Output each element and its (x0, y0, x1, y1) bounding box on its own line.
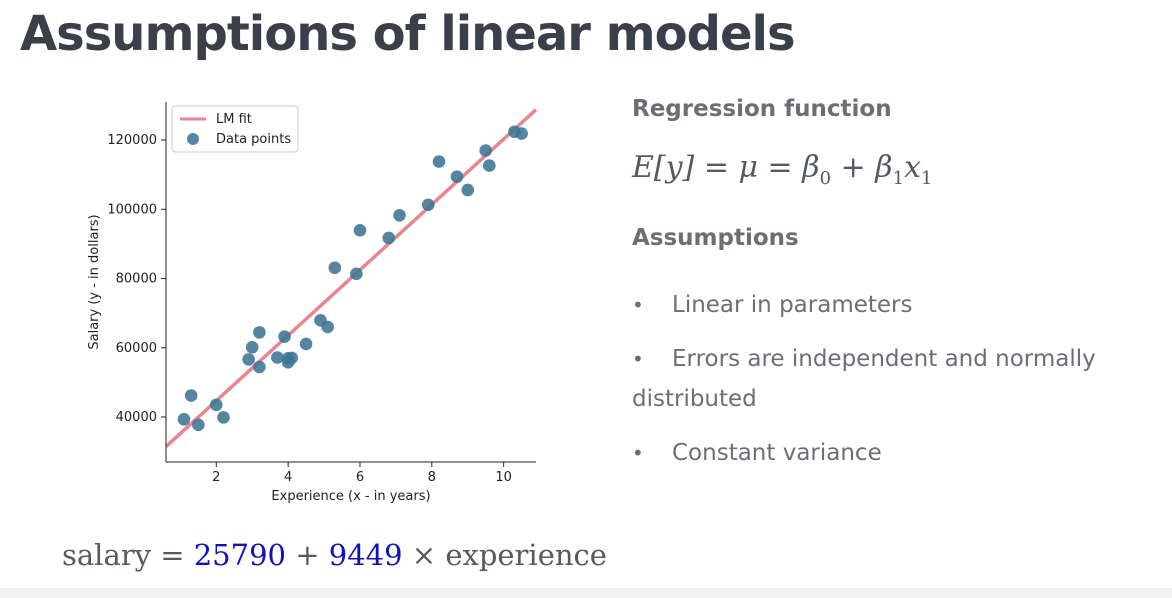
x-tick-label: 8 (428, 470, 436, 485)
data-point (192, 418, 205, 432)
assumption-item: Linear in parameters (632, 285, 1152, 325)
equation-slope: 9449 (328, 538, 403, 572)
y-tick-label: 60000 (116, 341, 157, 356)
formula-lhs: E[y] (632, 150, 695, 185)
data-point (242, 353, 255, 366)
equation-intercept: 25790 (193, 538, 286, 572)
data-point (328, 261, 342, 275)
data-point (421, 198, 435, 212)
data-point (483, 159, 496, 172)
formula-beta1: β1 (875, 150, 905, 189)
data-point (393, 208, 406, 222)
y-tick-label: 100000 (107, 202, 157, 217)
y-tick-label: 120000 (107, 133, 157, 148)
data-point (353, 223, 367, 237)
points-layer (177, 125, 528, 432)
data-point (382, 231, 396, 245)
data-point (479, 144, 493, 157)
data-point (271, 351, 284, 364)
data-point (245, 340, 259, 354)
data-point (450, 170, 464, 183)
regression-heading: Regression function (632, 96, 892, 122)
formula-equals: = (703, 150, 729, 185)
equation-equals: = (160, 538, 185, 572)
formula-beta0: β0 (802, 150, 832, 189)
data-point (278, 330, 291, 343)
equation-variable: experience (445, 538, 607, 572)
footer-bar (0, 588, 1172, 598)
data-point (209, 398, 223, 412)
formula-mu: μ (738, 150, 759, 185)
assumptions-heading: Assumptions (632, 225, 799, 251)
data-point (299, 337, 313, 351)
assumption-item: Errors are independent and normally dist… (632, 339, 1152, 419)
data-point (515, 127, 528, 140)
x-tick-label: 6 (356, 470, 364, 485)
legend-lm-fit-label: LM fit (216, 112, 252, 127)
equation-times: × (411, 538, 437, 572)
x-tick-label: 10 (495, 470, 512, 485)
x-tick-label: 2 (212, 470, 220, 485)
data-point (461, 183, 475, 197)
equation-plus: + (295, 538, 320, 572)
data-point (253, 326, 266, 339)
salary-scatter-chart: 2 4 6 8 10 40000 60000 80000 100000 120000 Experi… (87, 102, 538, 504)
chart-legend: LM fit Data points (171, 105, 299, 153)
formula-plus: + (840, 150, 866, 185)
right-panel: Regression function E[y] = μ = β0 + β1x1… (632, 96, 1152, 487)
legend-data-points-label: Data points (216, 132, 291, 147)
assumptions-list: Linear in parameters Errors are independ… (632, 285, 1152, 473)
y-tick-label: 40000 (116, 410, 157, 425)
data-point (177, 412, 191, 426)
slide-title: Assumptions of linear models (20, 6, 796, 62)
data-point (432, 155, 446, 168)
y-tick-label: 80000 (116, 272, 157, 287)
formula-equals-2: = (767, 150, 793, 185)
legend-data-points-swatch (187, 133, 199, 145)
assumption-item: Constant variance (632, 433, 1152, 473)
data-point (285, 351, 299, 365)
data-point (321, 320, 334, 334)
equation-lhs: salary (62, 538, 151, 572)
data-point (217, 411, 230, 424)
y-axis-label: Salary (y - in dollars) (87, 214, 102, 349)
x-axis-label: Experience (x - in years) (271, 489, 430, 504)
lm-fit-line (164, 108, 538, 448)
regression-formula: E[y] = μ = β0 + β1x1 (632, 150, 1152, 189)
ticks-layer: 2 4 6 8 10 40000 60000 80000 100000 120000 (107, 133, 512, 485)
formula-x1: x1 (904, 150, 933, 189)
data-point (350, 267, 363, 281)
data-point (184, 389, 198, 402)
fit-line-layer (164, 108, 538, 448)
x-tick-label: 4 (284, 470, 292, 485)
data-point (253, 360, 266, 374)
axes-layer (165, 102, 536, 463)
fitted-equation: salary = 25790 + 9449 × experience (62, 538, 607, 572)
